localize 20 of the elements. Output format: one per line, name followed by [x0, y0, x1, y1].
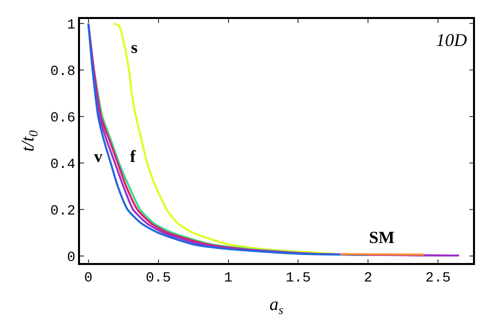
line-series [112, 22, 334, 255]
annotation: f [130, 147, 136, 166]
x-tick-label: 0 [84, 270, 93, 287]
annotation: 10D [436, 30, 467, 50]
y-tick-label: 0.8 [50, 64, 76, 80]
annotation: v [94, 147, 103, 166]
x-tick-label: 1.5 [286, 270, 311, 287]
y-tick-label: 0 [67, 250, 76, 266]
x-tick-label: 2 [364, 270, 372, 287]
annotation: SM [369, 228, 394, 247]
annotation: s [131, 38, 138, 57]
y-tick-label: 1 [67, 18, 76, 34]
y-tick-label: 0.6 [50, 110, 76, 126]
x-tick-label: 0.5 [146, 270, 171, 287]
y-tick-label: 0.4 [50, 156, 76, 173]
x-tick-label: 1 [224, 270, 232, 287]
y-tick-label: 0.2 [50, 203, 76, 220]
x-axis-title: a$_{s}$ [270, 294, 284, 317]
x-tick-label: 2.5 [425, 270, 451, 287]
line-series [87, 22, 370, 256]
